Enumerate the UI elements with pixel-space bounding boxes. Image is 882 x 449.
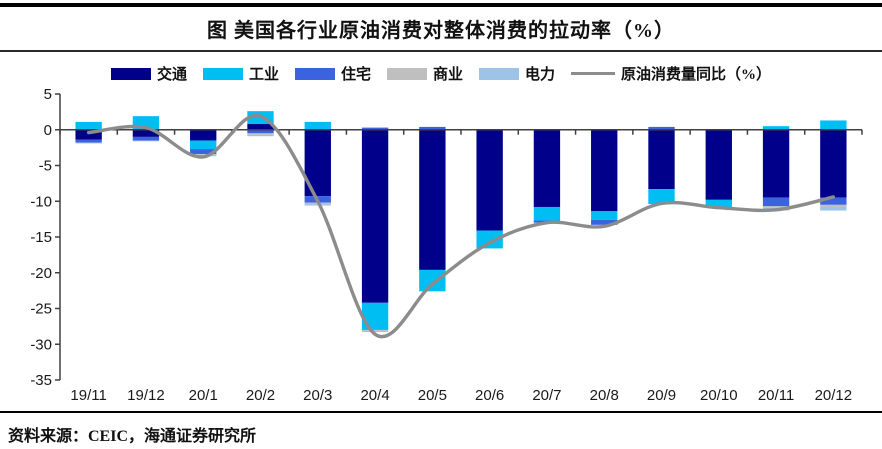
legend-label-commercial: 商业 [433,67,464,83]
industry-swatch-icon [202,67,243,80]
commercial-swatch-icon [387,67,427,80]
svg-text:20/5: 20/5 [418,387,447,404]
svg-text:20/3: 20/3 [303,387,332,404]
svg-text:-5: -5 [39,158,52,175]
svg-text:20/12: 20/12 [815,387,853,404]
svg-text:-10: -10 [30,193,52,210]
svg-text:-35: -35 [30,372,52,389]
residential-swatch-icon [294,67,335,80]
power-swatch-icon [479,67,520,80]
figure-card: 图 美国各行业原油消费对整体消费的拉动率（%） 交通 工业 住宅 商业 电力 原… [0,3,882,449]
svg-text:5: 5 [44,86,52,103]
footer-divider [0,411,882,413]
legend-item-transport: 交通 [110,63,187,84]
legend-item-residential: 住宅 [294,63,371,84]
legend-item-yoy-line: 原油消费量同比（%） [571,63,771,84]
line-swatch-icon [571,72,616,75]
svg-text:-30: -30 [30,336,52,353]
legend-label-power: 电力 [525,67,556,83]
svg-text:20/9: 20/9 [647,387,676,404]
svg-text:20/4: 20/4 [360,387,389,404]
top-divider [0,3,882,7]
transport-swatch-icon [110,67,151,80]
svg-text:-20: -20 [30,265,52,282]
svg-text:20/2: 20/2 [246,387,275,404]
svg-text:20/7: 20/7 [532,387,561,404]
svg-text:20/8: 20/8 [590,387,619,404]
source-text: 资料来源：CEIC，海通证券研究所 [8,428,257,445]
svg-text:20/11: 20/11 [758,387,794,404]
combo-chart-canvas: 5 0 -5 -10 -15 -20 -25 -30 -35 19/11 19/12 20/1 20/2… [30,86,863,404]
svg-text:-15: -15 [30,229,52,246]
svg-text:-25: -25 [30,301,52,318]
chart-legend: 交通 工业 住宅 商业 电力 原油消费量同比（%） [0,52,882,84]
source-note: 资料来源：CEIC，海通证券研究所 [0,413,882,446]
svg-text:19/12: 19/12 [127,387,165,404]
svg-text:20/6: 20/6 [475,387,504,404]
legend-item-power: 电力 [479,63,555,84]
svg-text:20/1: 20/1 [189,387,218,404]
legend-item-industry: 工业 [202,63,279,84]
title-divider [0,50,882,52]
legend-label-transport: 交通 [156,67,187,83]
legend-label-yoy: 原油消费量同比（%） [621,67,772,83]
legend-item-commercial: 商业 [387,63,463,84]
chart-area: 5 0 -5 -10 -15 -20 -25 -30 -35 19/11 19/12 20/1 20/2… [0,86,882,411]
svg-text:20/10: 20/10 [700,387,738,404]
svg-text:0: 0 [44,122,52,139]
legend-label-industry: 工业 [248,67,279,83]
chart-title: 图 美国各行业原油消费对整体消费的拉动率（%） [207,20,675,42]
svg-text:19/11: 19/11 [70,387,106,404]
legend-label-residential: 住宅 [340,67,371,83]
